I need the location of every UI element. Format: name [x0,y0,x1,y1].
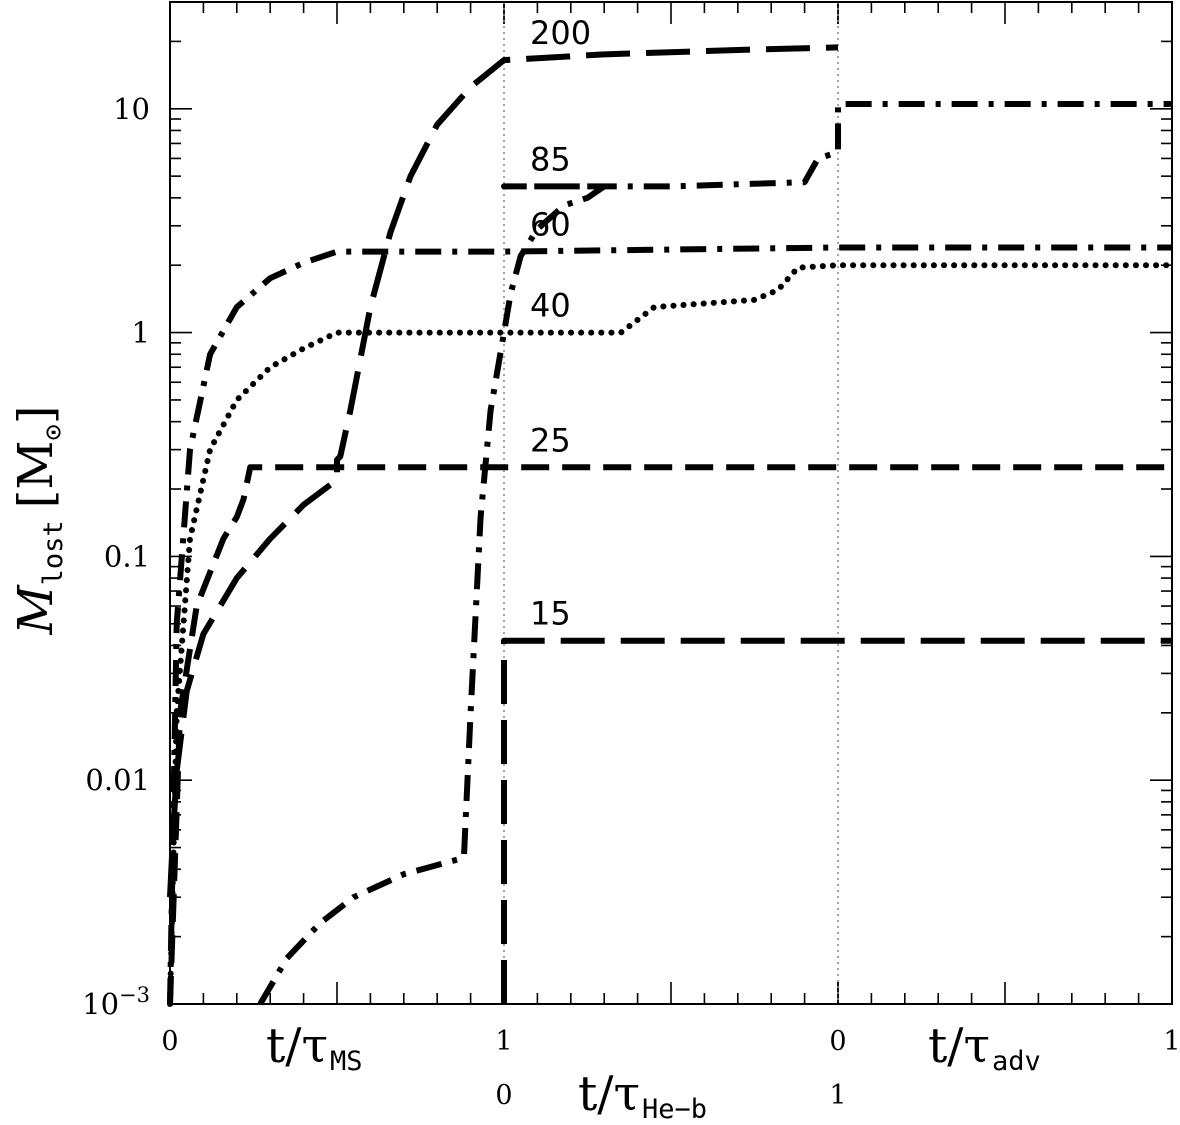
data-series [167,44,1175,1007]
curve-label-60: 60 [530,206,571,244]
plot-frame [169,1,1173,1005]
x-tick-labels: 0 1 0 1 0 1 [161,1026,1180,1111]
phase-divider-lines [503,2,839,1004]
x-tick-label: 1 [495,1026,512,1057]
y-axis-label: Mlost[M⊙] [8,405,69,635]
series-line-15 [501,637,1172,1004]
x-tick-label: 1 [829,1080,846,1111]
curve-label-85: 85 [530,140,571,178]
curve-label-200: 200 [530,14,591,52]
series-line-25 [167,464,1172,1005]
series-line-200 [167,44,839,898]
x-axis-label-ms: t/τMS [266,1018,363,1077]
x-tick-label: 0 [161,1026,178,1057]
y-tick-label: 1 [132,316,150,350]
x-axis-label-heb: t/τHe−b [578,1066,707,1125]
x-tick-label: 0 [829,1026,846,1057]
y-tick-labels: 10−3 0.01 0.1 1 10 [82,92,150,1021]
x-axis-label-adv: t/τadv [928,1018,1041,1077]
series-line-60 [167,244,1172,1005]
series-line-85 [257,101,1172,1006]
curve-labels: 200 85 60 40 25 15 [530,14,591,633]
y-tick-label: 10−3 [82,983,150,1021]
svg-text:Mlost[M⊙]: Mlost[M⊙] [8,405,69,635]
curve-label-40: 40 [530,287,571,325]
y-tick-label: 10 [113,92,150,126]
x-tick-label: 1 [1163,1026,1180,1057]
curve-label-15: 15 [530,595,571,633]
y-tick-label: 0.1 [104,539,150,573]
y-tick-label: 0.01 [85,763,150,797]
curve-label-25: 25 [530,421,571,459]
series-line-40 [167,262,1175,1007]
axis-ticks [169,1,1173,1005]
x-tick-label: 0 [495,1080,512,1111]
